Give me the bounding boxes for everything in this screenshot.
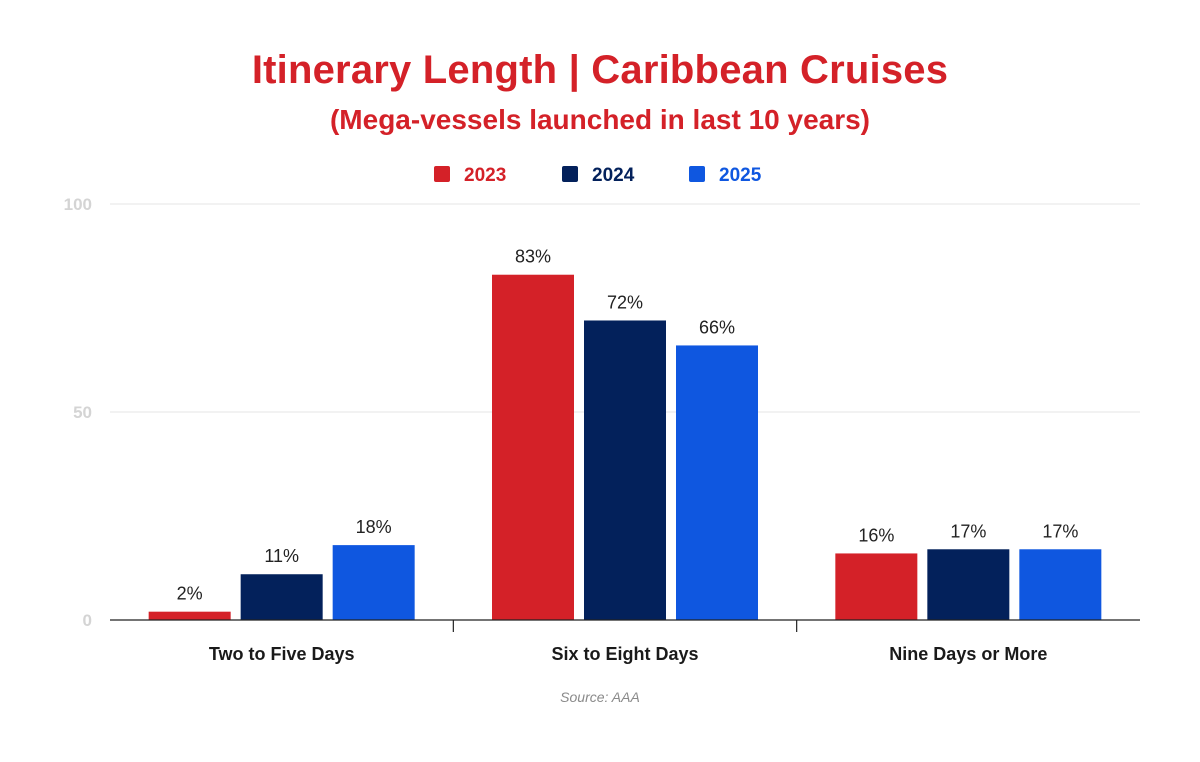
x-axis: Two to Five Days Six to Eight Days Nine Da… [110, 619, 1140, 664]
bar-2024 [927, 549, 1010, 620]
value-label: 17% [950, 521, 986, 541]
bars [148, 274, 1102, 620]
category-label: Nine Days or More [889, 644, 1047, 664]
y-tick-label: 0 [83, 611, 92, 630]
value-label: 16% [858, 525, 894, 545]
legend-label: 2025 [719, 165, 762, 186]
legend-item-2025: 2025 [689, 165, 762, 186]
y-tick-label: 50 [73, 403, 92, 422]
legend-item-2024: 2024 [562, 165, 635, 186]
value-label: 17% [1042, 521, 1078, 541]
value-label: 72% [607, 292, 643, 312]
bar-2024 [240, 574, 323, 620]
bar-2023 [148, 611, 231, 620]
bar-2025 [676, 345, 758, 620]
category-label: Six to Eight Days [551, 644, 698, 664]
legend-swatch [562, 166, 578, 182]
legend-item-2023: 2023 [434, 165, 506, 186]
y-tick-label: 100 [64, 195, 92, 214]
category-label: Two to Five Days [209, 644, 355, 664]
value-label: 66% [699, 317, 735, 337]
legend-label: 2024 [592, 165, 635, 186]
value-label: 11% [264, 546, 299, 566]
value-label: 83% [515, 247, 551, 267]
value-label: 2% [177, 584, 203, 604]
legend: 2023 2024 2025 [434, 165, 762, 186]
source-note: Source: AAA [560, 689, 640, 705]
bar-2025 [332, 545, 415, 620]
bar-2023 [492, 274, 574, 620]
bar-2023 [835, 553, 918, 620]
bar-2025 [1019, 549, 1102, 620]
legend-label: 2023 [464, 165, 506, 186]
bar-2024 [584, 320, 666, 620]
legend-swatch [689, 166, 705, 182]
chart-title: Itinerary Length | Caribbean Cruises [251, 48, 949, 92]
value-label: 18% [356, 517, 392, 537]
legend-swatch [434, 166, 450, 182]
chart-subtitle: (Mega-vessels launched in last 10 years) [329, 104, 871, 135]
value-labels: 2% 11% 18% 83% 72% 66% 16% 17% 17% [177, 247, 1079, 604]
y-axis: 0 50 100 [64, 195, 92, 630]
